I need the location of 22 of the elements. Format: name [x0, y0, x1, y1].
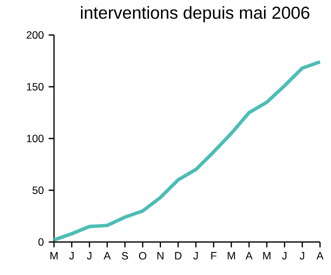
x-tick-label: J [282, 252, 286, 260]
y-tick-label: 100 [26, 134, 44, 142]
y-tick-label: 0 [38, 238, 44, 246]
x-tick-label: J [300, 252, 304, 260]
y-tick-label: 50 [32, 186, 44, 194]
x-tick-label: J [193, 252, 198, 260]
x-tick-label: S [122, 252, 128, 260]
x-tick-label: F [211, 252, 216, 260]
x-tick-label: A [246, 252, 253, 260]
x-tick-label: M [228, 252, 235, 260]
x-tick-label: J [69, 252, 74, 260]
chart-title: interventions depuis mai 2006 [81, 6, 310, 22]
x-tick-label: A [104, 252, 111, 260]
x-tick-label: M [263, 252, 270, 260]
x-tick-label: M [50, 252, 58, 260]
x-tick-label: D [175, 252, 182, 260]
y-tick-label: 200 [26, 31, 44, 39]
y-tick-label: 150 [26, 82, 44, 91]
x-tick-label: N [157, 252, 164, 260]
x-tick-label: A [316, 252, 324, 260]
x-tick-label: O [139, 252, 146, 260]
x-tick-label: J [86, 252, 92, 260]
